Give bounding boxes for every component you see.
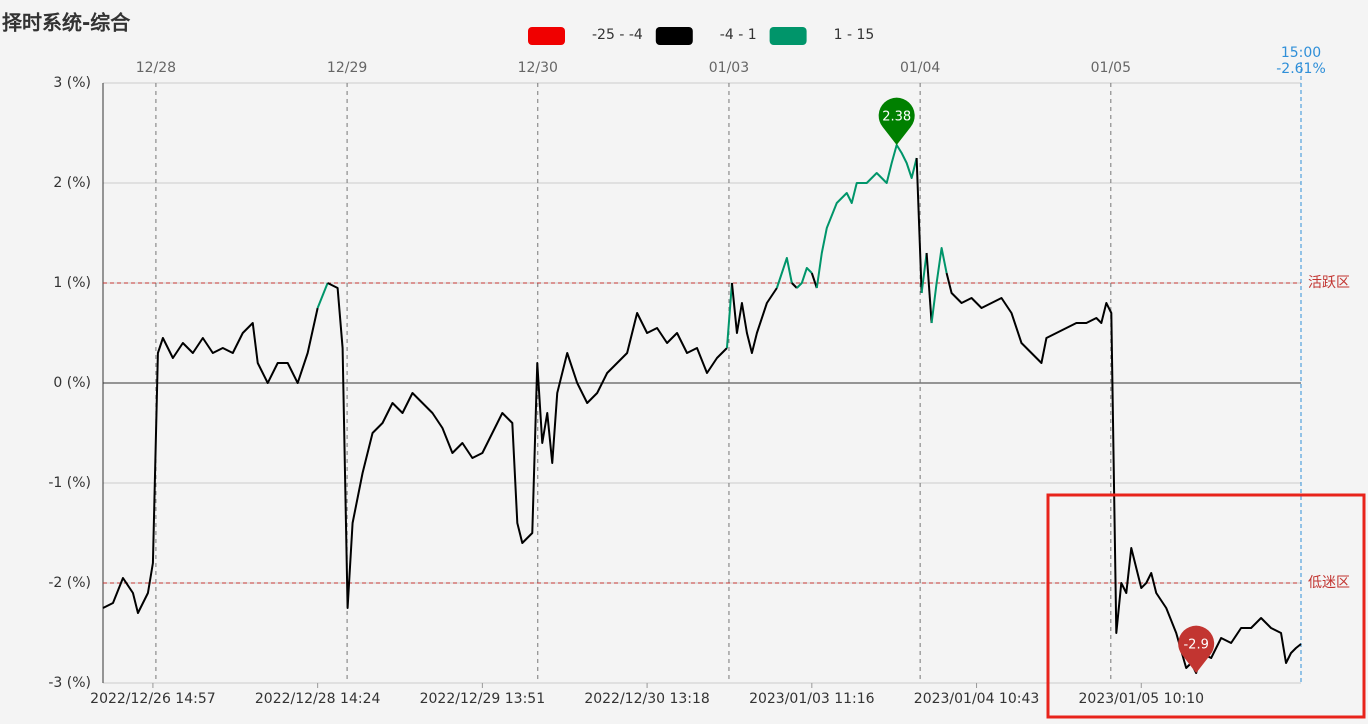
y-tick-label: 1 (%) — [53, 275, 91, 291]
legend-label: -4 - 1 — [720, 27, 757, 43]
mark-line-label: 低迷区 — [1308, 575, 1350, 591]
x2-tick-label: 01/04 — [900, 60, 940, 76]
series-line — [920, 252, 928, 294]
legend-swatch — [528, 27, 565, 45]
legend-label: 1 - 15 — [834, 27, 875, 43]
y-tick-label: 0 (%) — [53, 375, 91, 391]
series-line — [791, 282, 798, 289]
mark-pin-label: 2.38 — [882, 110, 911, 125]
series-line — [775, 257, 793, 289]
mark-pin — [878, 97, 915, 145]
series-line — [102, 307, 319, 614]
series-line — [930, 247, 948, 324]
x-tick-label: 2023/01/05 10:10 — [1079, 691, 1205, 707]
end-time: 15:00 — [1281, 45, 1321, 61]
x2-tick-label: 12/28 — [136, 60, 176, 76]
y-tick-label: -3 (%) — [48, 675, 91, 691]
series-line — [815, 144, 918, 289]
x2-tick-label: 12/30 — [518, 60, 558, 76]
series-line — [327, 282, 728, 609]
legend-swatch — [769, 27, 807, 45]
mark-pin-label: -2.9 — [1183, 638, 1208, 653]
x-tick-label: 2023/01/04 10:43 — [914, 691, 1040, 707]
x-tick-label: 2022/12/30 13:18 — [584, 691, 710, 707]
x2-tick-label: 12/29 — [327, 60, 367, 76]
series-line — [945, 272, 1302, 674]
chart-title: 择时系统-综合 — [2, 11, 131, 35]
series-line — [915, 157, 923, 294]
x2-tick-label: 01/03 — [709, 60, 749, 76]
mark-line-label: 活跃区 — [1308, 275, 1350, 291]
series-line — [730, 282, 778, 354]
legend-swatch — [655, 27, 693, 45]
x-tick-label: 2022/12/28 14:24 — [255, 691, 381, 707]
series-line — [810, 272, 818, 289]
legend-label: -25 - -4 — [592, 27, 643, 43]
series-line — [796, 267, 813, 289]
mark-pin — [1178, 625, 1215, 673]
y-tick-label: 2 (%) — [53, 175, 91, 191]
end-value: -2.61% — [1276, 61, 1326, 77]
y-tick-label: 3 (%) — [53, 75, 91, 91]
x-tick-label: 2022/12/29 13:51 — [420, 691, 546, 707]
highlight-box — [1046, 493, 1366, 719]
x-tick-label: 2023/01/03 11:16 — [749, 691, 875, 707]
x-tick-label: 2022/12/26 14:57 — [90, 691, 216, 707]
series-line — [725, 282, 733, 349]
y-tick-label: -1 (%) — [48, 475, 91, 491]
x2-tick-label: 01/05 — [1091, 60, 1131, 76]
y-tick-label: -2 (%) — [48, 575, 91, 591]
series-line — [925, 252, 933, 324]
series-line — [316, 282, 329, 309]
